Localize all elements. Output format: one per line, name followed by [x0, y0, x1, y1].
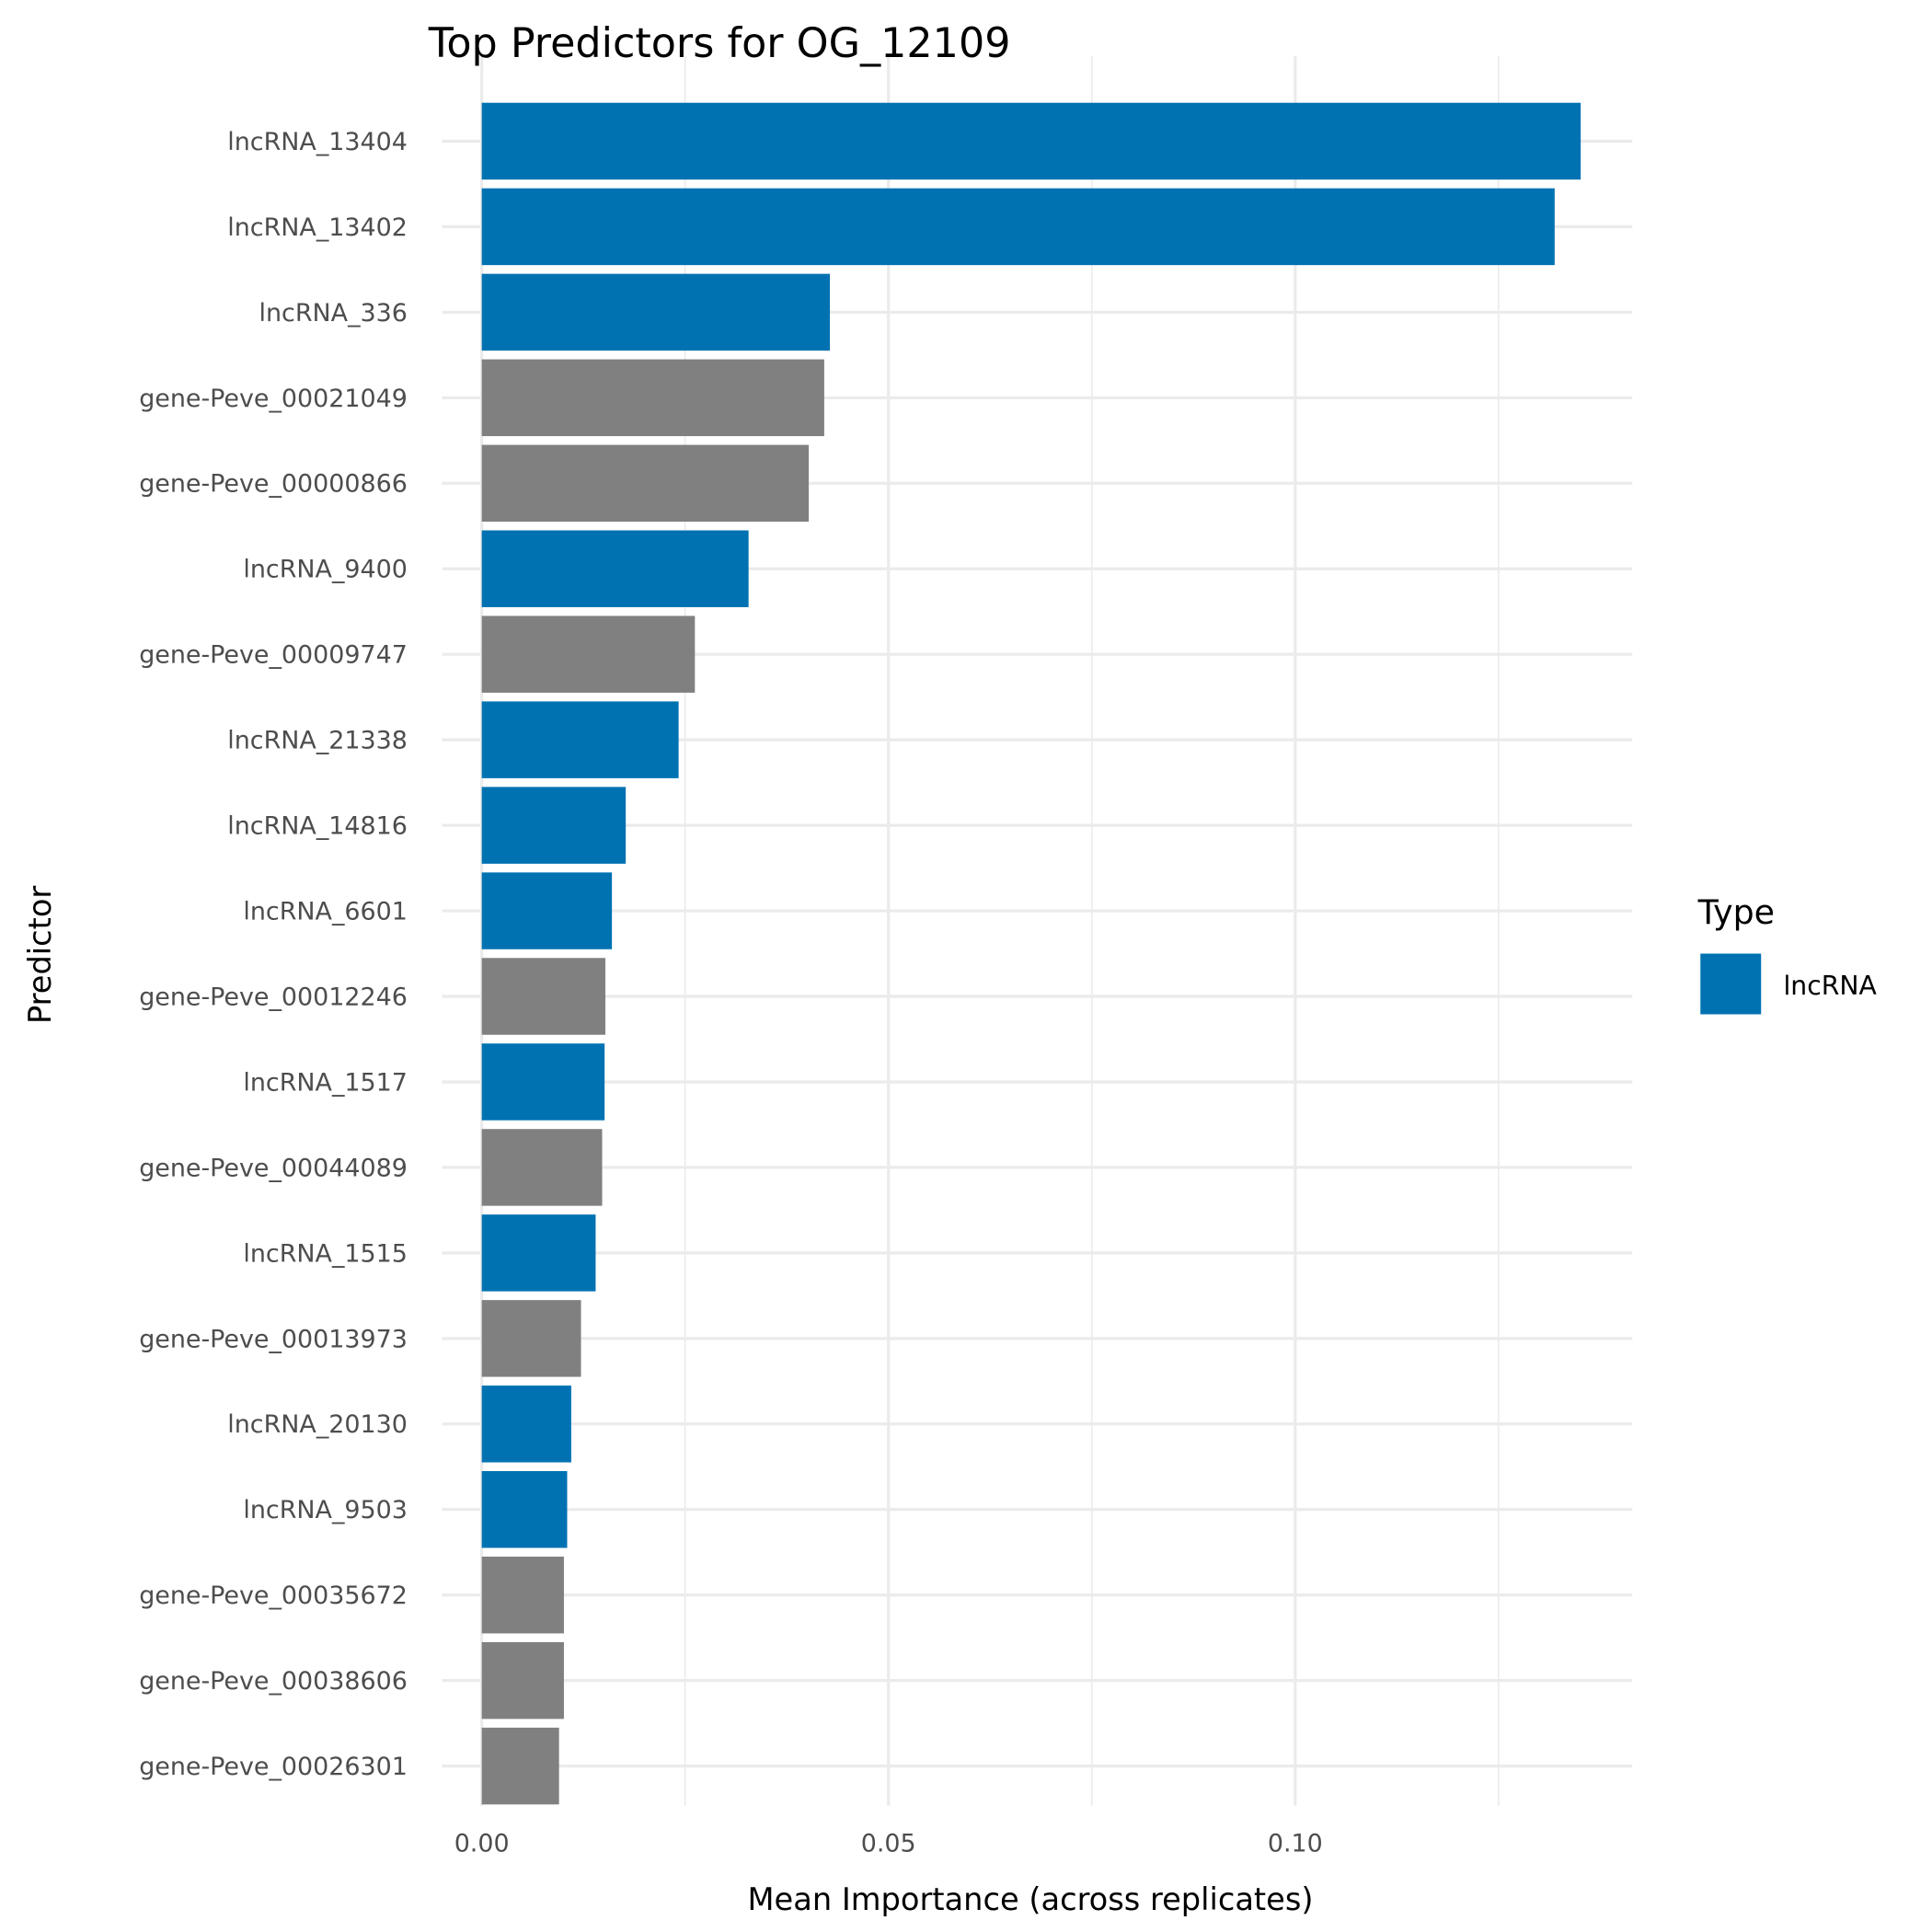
y-tick-label: gene-Peve_00026301	[139, 1753, 408, 1781]
y-tick-label: lncRNA_6601	[243, 897, 407, 926]
bar-lncRNA_336	[481, 273, 831, 351]
y-tick-label: lncRNA_9503	[243, 1496, 407, 1524]
y-tick-labels: lncRNA_13404 lncRNA_13402 lncRNA_336 gene-P…	[139, 128, 408, 1781]
y-tick-label: gene-Peve_00009747	[139, 641, 408, 670]
bar-gene-Peve_00021049	[481, 359, 824, 437]
x-tick-labels: 0.00 0.05 0.10	[454, 1830, 1323, 1858]
bar-gene-Peve_00013973	[481, 1300, 581, 1377]
bar-gene-Peve_00000866	[481, 444, 810, 523]
bar-gene-Peve_00009747	[481, 615, 696, 693]
x-tick-label: 0.05	[861, 1830, 916, 1858]
bar-lncRNA_13404	[481, 102, 1581, 180]
bar-gene-Peve_00035672	[481, 1556, 564, 1634]
bar-lncRNA_9503	[481, 1471, 568, 1548]
bar-lncRNA_20130	[481, 1386, 571, 1463]
y-axis-title: Predictor	[22, 886, 58, 1024]
legend-title: Type	[1697, 892, 1775, 932]
bar-lncRNA_21338	[481, 701, 679, 778]
bar-gene-Peve_00038606	[481, 1641, 564, 1719]
legend-label-lncrna: lncRNA	[1783, 971, 1877, 1001]
y-tick-label: gene-Peve_00000866	[139, 470, 408, 499]
x-tick-label: 0.00	[454, 1830, 510, 1858]
y-tick-label: lncRNA_1517	[243, 1068, 407, 1097]
y-tick-label: gene-Peve_00013973	[139, 1325, 408, 1353]
y-tick-label: lncRNA_20130	[227, 1410, 408, 1439]
legend: Type lncRNA	[1697, 892, 1878, 1015]
y-tick-label: gene-Peve_00038606	[139, 1667, 408, 1696]
y-tick-label: lncRNA_9400	[243, 556, 407, 584]
x-tick-label: 0.10	[1268, 1830, 1323, 1858]
x-axis-title: Mean Importance (across replicates)	[748, 1881, 1314, 1917]
bar-lncRNA_1515	[481, 1214, 596, 1292]
y-tick-label: gene-Peve_00021049	[139, 385, 408, 413]
y-tick-label: gene-Peve_00035672	[139, 1581, 408, 1610]
y-tick-label: lncRNA_1515	[243, 1239, 407, 1268]
y-tick-label: lncRNA_14816	[227, 812, 408, 841]
y-tick-label: lncRNA_336	[259, 299, 408, 328]
bars	[481, 102, 1581, 1805]
y-tick-label: lncRNA_21338	[227, 727, 408, 755]
y-tick-label: lncRNA_13402	[227, 213, 408, 242]
bar-lncRNA_6601	[481, 872, 613, 949]
y-tick-label: gene-Peve_00012246	[139, 983, 408, 1011]
bar-lncRNA_1517	[481, 1043, 605, 1121]
y-tick-label: lncRNA_13404	[227, 128, 408, 156]
bar-lncRNA_14816	[481, 787, 627, 864]
bar-gene-Peve_00026301	[481, 1727, 559, 1805]
bar-gene-Peve_00044089	[481, 1129, 603, 1206]
bar-lncRNA_9400	[481, 530, 749, 607]
legend-swatch-lncrna	[1700, 953, 1762, 1015]
chart-title: Top Predictors for OG_12109	[428, 20, 1011, 67]
bar-gene-Peve_00012246	[481, 958, 606, 1035]
y-tick-label: gene-Peve_00044089	[139, 1154, 408, 1182]
bar-lncRNA_13402	[481, 188, 1555, 266]
